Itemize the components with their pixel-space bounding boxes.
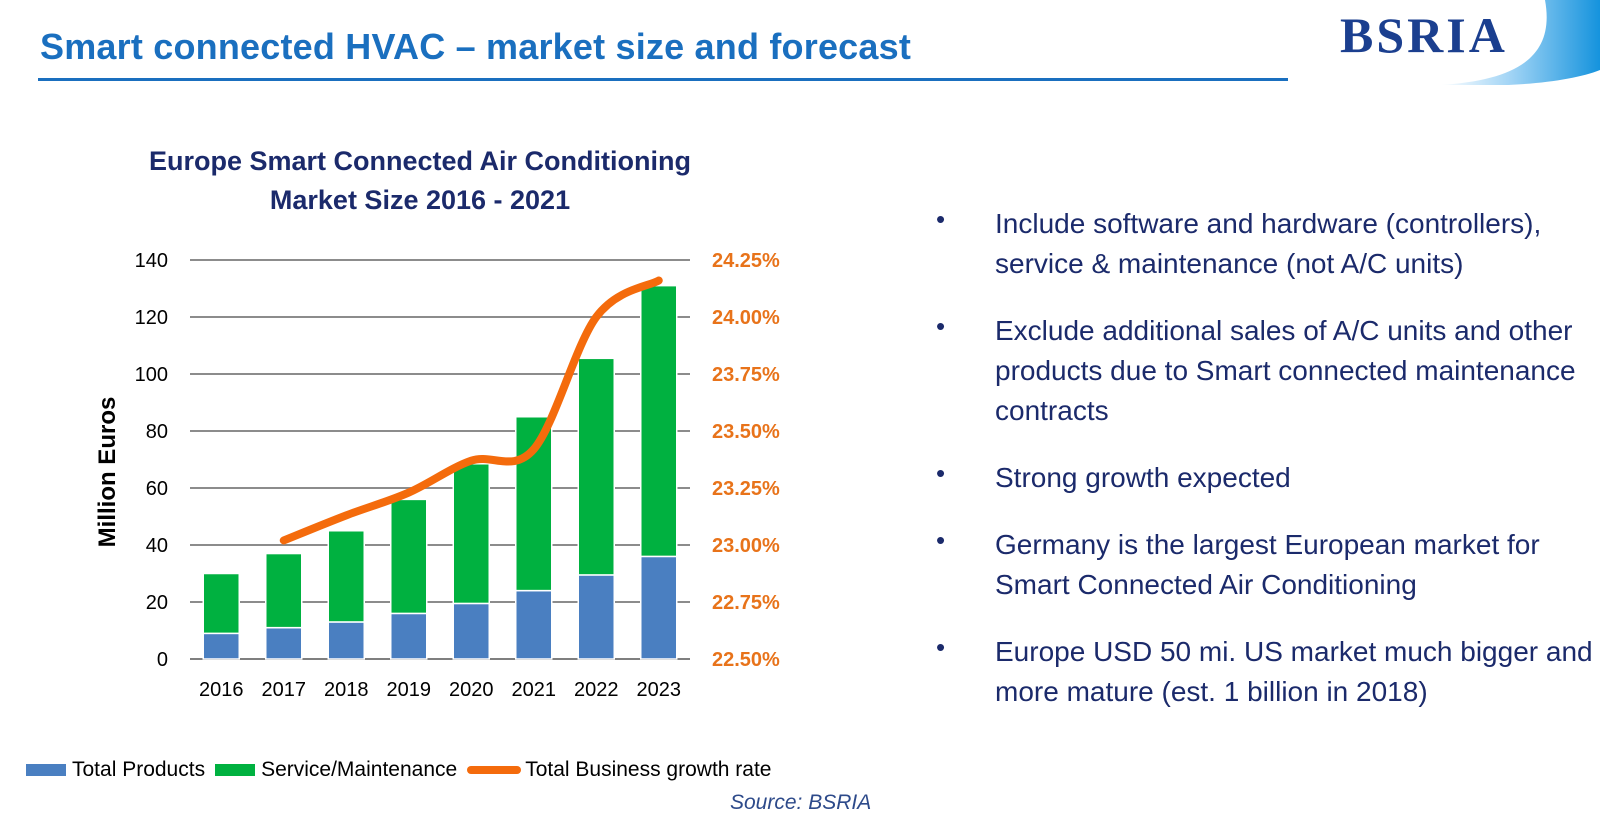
title-underline [38,78,1288,81]
x-tick-label: 2017 [262,679,307,701]
bullet-dot: • [936,458,946,488]
bullet-text: Germany is the largest European market f… [995,529,1540,600]
bullet-item: • Europe USD 50 mi. US market much bigger… [936,632,1600,712]
legend-item-total-products: Total Products [26,758,205,782]
legend-label-growth-rate: Total Business growth rate [525,758,772,781]
bullet-text: Europe USD 50 mi. US market much bigger … [995,636,1593,707]
bar-total-products [202,632,240,660]
bullet-text: Include software and hardware (controlle… [995,208,1542,279]
y-tick-label: 140 [135,250,168,272]
x-tick-label: 2018 [324,679,369,701]
x-tick-label: 2019 [387,679,432,701]
bar-total-products [265,626,303,660]
bar-service-maintenance [577,357,615,576]
chart-title: Europe Smart Connected Air Conditioning … [100,142,740,220]
legend-item-growth-rate: Total Business growth rate [467,758,771,782]
y-tick-label: 60 [146,478,168,500]
legend-swatch-total-products [26,764,66,776]
bullet-text: Exclude additional sales of A/C units an… [995,315,1576,426]
y-tick-label: 0 [157,649,168,671]
logo-swoosh [1440,0,1600,85]
chart-title-line-2: Market Size 2016 - 2021 [269,185,571,215]
bar-total-products [515,589,553,660]
y2-tick-label: 24.00% [712,307,780,329]
bullet-dot: • [936,525,946,555]
bar-service-maintenance [640,284,678,558]
y2-tick-label: 22.50% [712,649,780,671]
y2-tick-label: 22.75% [712,592,780,614]
legend-swatch-service-maintenance [215,764,256,776]
y2-tick-label: 24.25% [712,250,780,272]
y-tick-label: 20 [146,592,168,614]
bar-total-products [452,602,490,660]
bar-service-maintenance [515,416,553,592]
chart-title-line-1: Europe Smart Connected Air Conditioning [148,146,691,176]
legend-swatch-growth-rate [467,766,522,774]
bullet-text: Strong growth expected [995,462,1291,493]
bullet-item: • Germany is the largest European market … [936,525,1600,605]
y-tick-label: 100 [135,364,168,386]
x-tick-label: 2020 [449,679,494,701]
bar-total-products [577,574,615,660]
bullet-dot: • [936,311,946,341]
x-tick-label: 2016 [199,679,244,701]
bullet-item: • Include software and hardware (controll… [936,204,1600,284]
bullet-item: • Strong growth expected [936,458,1600,498]
y2-tick-label: 23.75% [712,364,780,386]
y-tick-label: 120 [135,307,168,329]
bar-service-maintenance [390,498,428,615]
chart-legend: Total Products Service/Maintenance Total… [26,758,781,782]
bar-service-maintenance [202,572,240,635]
bullet-item: • Exclude additional sales of A/C units a… [936,311,1600,431]
bsria-logo: BSRIA [1320,0,1600,85]
logo-text: BSRIA [1340,7,1508,63]
source-note: Source: BSRIA [730,791,872,814]
y2-tick-label: 23.25% [712,478,780,500]
market-size-chart: 0 20 40 60 80 100 120 140 22.50% 22.75% 23.00% 23.2… [135,250,780,701]
bar-total-products [327,621,365,660]
y2-tick-label: 23.00% [712,535,780,557]
bar-service-maintenance [452,463,490,605]
bar-total-products [390,612,428,660]
legend-label-total-products: Total Products [72,758,206,781]
bar-service-maintenance [265,552,303,629]
y2-tick-label: 23.50% [712,421,780,443]
bar-service-maintenance [327,530,365,623]
y-tick-label: 40 [146,535,168,557]
legend-item-service-maintenance: Service/Maintenance [215,758,457,782]
bullet-dot: • [936,632,946,662]
bar-total-products [640,555,678,660]
x-tick-label: 2022 [574,679,619,701]
legend-label-service-maintenance: Service/Maintenance [261,758,458,781]
x-tick-label: 2021 [512,679,557,701]
bullet-list: • Include software and hardware (controll… [936,204,1600,739]
x-tick-label: 2023 [637,679,682,701]
y-tick-label: 80 [146,421,168,443]
bullet-dot: • [936,204,946,234]
slide-title: Smart connected HVAC – market size and f… [40,26,912,67]
